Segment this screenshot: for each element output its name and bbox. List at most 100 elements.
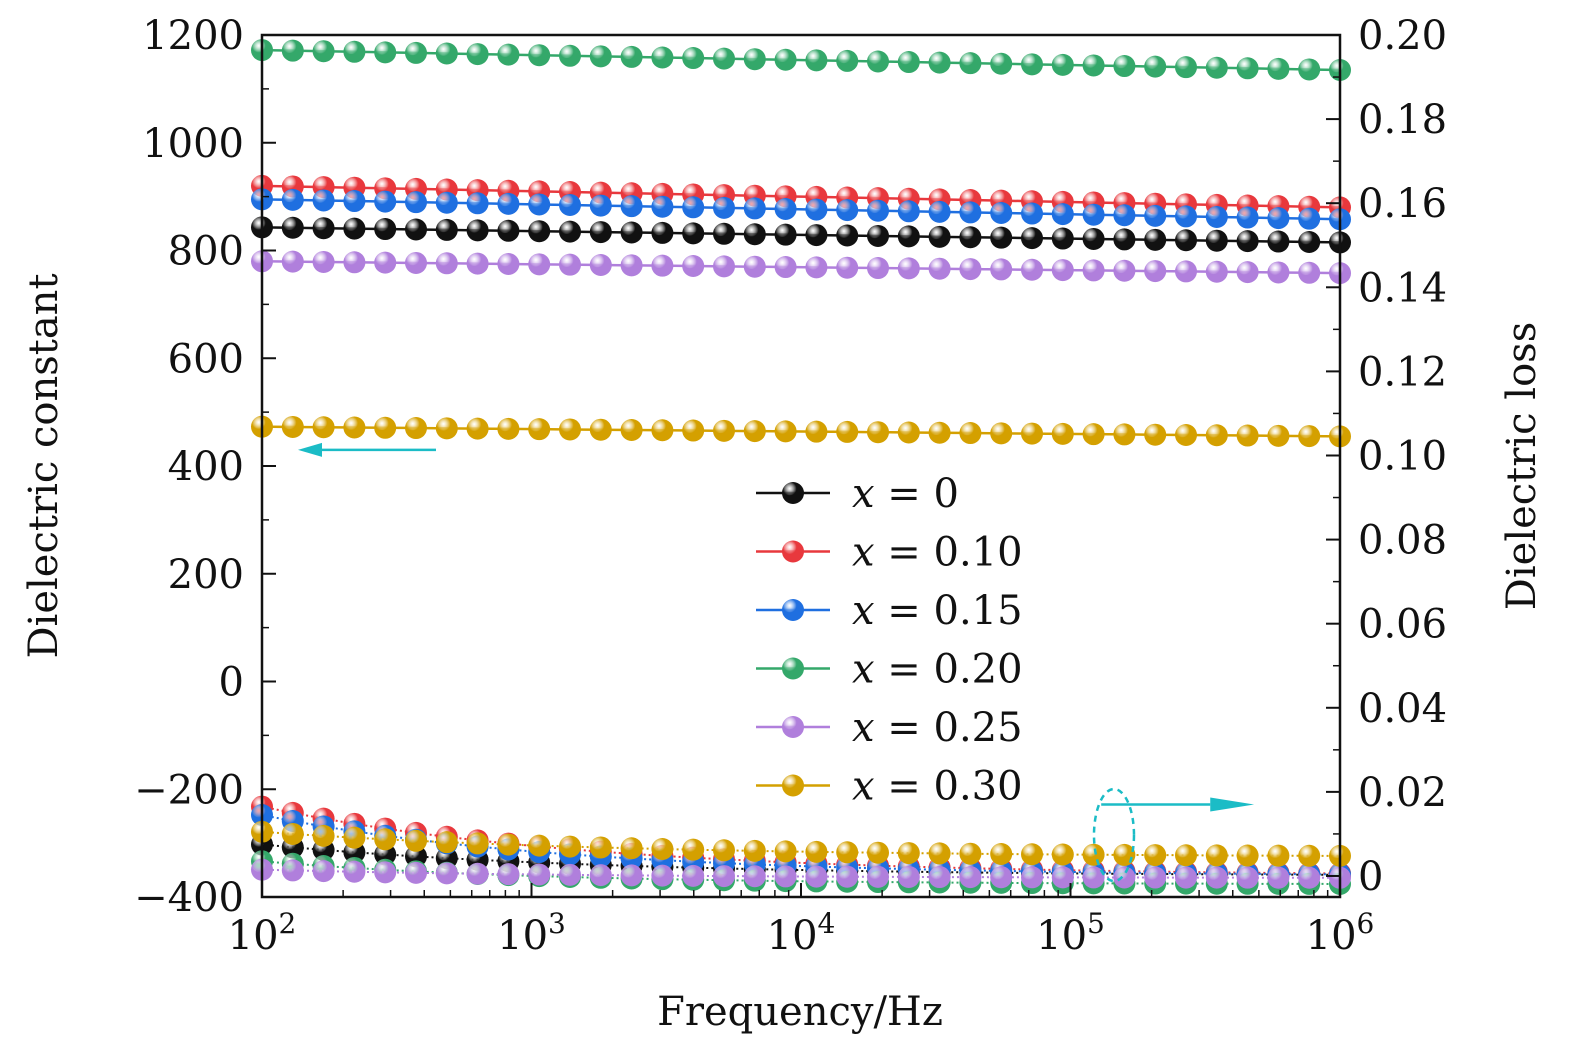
constant-point (374, 190, 397, 213)
constant-point (713, 255, 735, 278)
constant-point (589, 194, 612, 217)
loss-point (959, 842, 982, 865)
constant-point (743, 255, 766, 278)
loss-point (528, 863, 551, 886)
y-right-tick-label: 0.18 (1358, 97, 1447, 143)
y-left-tick-label: 400 (168, 444, 244, 490)
loss-point (528, 834, 551, 857)
constant-point (343, 217, 366, 240)
constant-point (1082, 54, 1105, 77)
constant-point (343, 416, 366, 439)
constant-point (1113, 204, 1136, 227)
constant-point (1205, 56, 1228, 79)
legend-marker (782, 599, 804, 621)
constant-point (559, 220, 581, 243)
constant-point (466, 43, 489, 66)
constant-point (405, 41, 427, 64)
constant-point (281, 415, 304, 438)
constant-point (281, 250, 304, 273)
constant-point (589, 221, 612, 244)
constant-point (682, 47, 705, 70)
constant-point (928, 225, 951, 248)
constant-point (559, 418, 581, 441)
constant-point (774, 420, 797, 443)
legend-entry: x = 0.10 (756, 530, 1023, 576)
constant-point (466, 219, 489, 242)
loss-point (343, 860, 366, 883)
constant-point (743, 197, 766, 220)
constant-point (1144, 423, 1167, 446)
constant-point (312, 250, 335, 273)
plot-layer (251, 39, 1351, 895)
loss-point (281, 822, 304, 845)
constant-point (405, 191, 427, 214)
loss-point (466, 832, 489, 855)
y-right-tick-label: 0.16 (1358, 181, 1447, 227)
constant-point (1175, 229, 1197, 252)
constant-point (1051, 422, 1074, 445)
constant-point (990, 226, 1013, 249)
constant-point (1082, 423, 1105, 446)
constant-point (805, 198, 828, 221)
constant-point (312, 217, 335, 240)
loss-point (1082, 866, 1105, 889)
constant-point (867, 224, 889, 247)
constant-point (897, 421, 920, 444)
constant-point (867, 257, 889, 280)
legend-label: x = 0.20 (852, 647, 1023, 693)
loss-point (836, 865, 859, 888)
legend-marker (782, 540, 804, 563)
constant-point (990, 422, 1013, 445)
constant-point (1175, 56, 1197, 79)
constant-point (620, 195, 643, 218)
left-axis-arrowhead (298, 442, 322, 457)
constant-point (435, 252, 458, 275)
y-left-tick-label: 0 (219, 660, 244, 706)
constant-point (682, 419, 705, 442)
constant-point (1113, 228, 1136, 251)
loss-point (1021, 866, 1043, 889)
constant-point (743, 48, 766, 71)
constant-point (1144, 204, 1167, 227)
constant-point (713, 222, 735, 245)
constant-point (343, 40, 366, 63)
legend-marker (782, 716, 804, 738)
constant-point (805, 256, 828, 279)
constant-point (374, 218, 397, 241)
y-right-tick-label: 0.06 (1358, 602, 1447, 648)
loss-point (405, 861, 427, 884)
loss-point (312, 824, 335, 847)
series-0-25 (251, 250, 1351, 889)
loss-point (805, 865, 828, 888)
loss-point (1175, 866, 1197, 889)
y-left-tick-label: 600 (168, 336, 244, 382)
constant-point (466, 252, 489, 275)
x-tick-label: 102 (228, 907, 297, 959)
y-left-tick-label: 1000 (142, 121, 244, 167)
constant-point (774, 256, 797, 279)
constant-point (774, 198, 797, 221)
constant-point (1298, 230, 1321, 253)
constant-point (836, 199, 859, 222)
constant-point (620, 221, 643, 244)
legend-entry: x = 0.15 (756, 588, 1023, 634)
constant-point (1236, 206, 1259, 229)
constant-point (990, 258, 1013, 281)
loss-point (836, 841, 859, 864)
loss-group-ellipse (1092, 787, 1136, 883)
loss-point (867, 865, 889, 888)
loss-point (559, 835, 581, 858)
loss-point (374, 861, 397, 884)
constant-point (1298, 425, 1321, 448)
loss-point (1267, 844, 1290, 867)
constant-point (928, 51, 951, 74)
constant-point (1021, 53, 1043, 76)
loss-point (743, 839, 766, 862)
series-0-30 (251, 415, 1351, 867)
loss-point (1236, 844, 1259, 867)
y-right-tick-label: 0.12 (1358, 349, 1447, 395)
loss-point (959, 866, 982, 889)
loss-point (867, 841, 889, 864)
constant-point (343, 251, 366, 274)
